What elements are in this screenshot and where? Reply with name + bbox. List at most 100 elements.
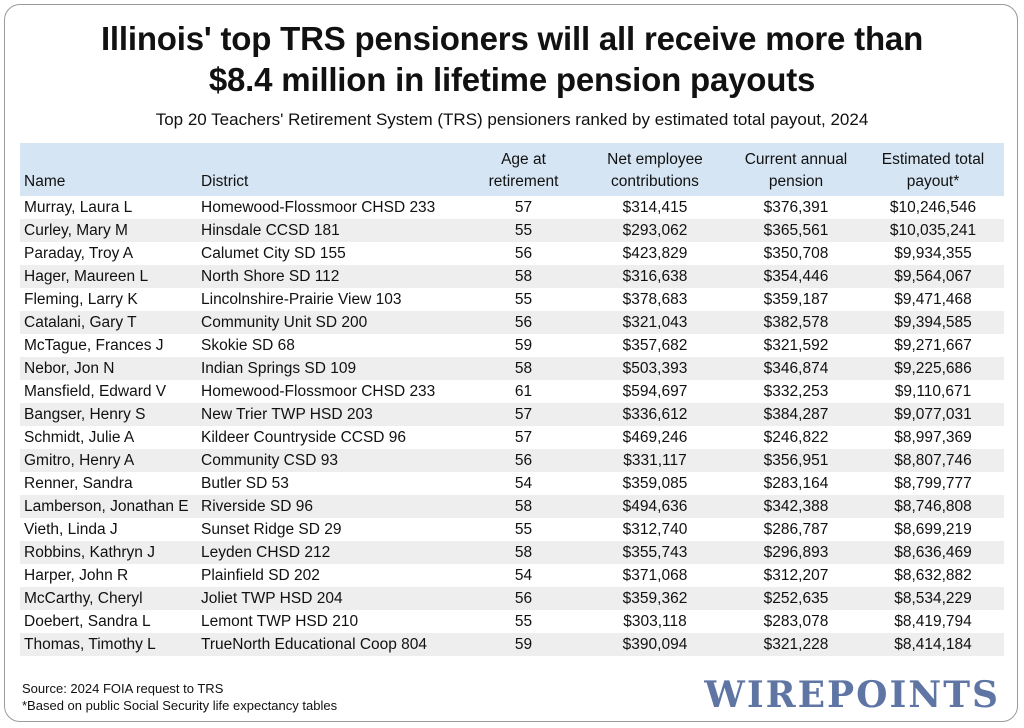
cell-contributions: $359,362 (580, 587, 730, 610)
cell-payout: $9,471,468 (862, 288, 1004, 311)
cell-name: Vieth, Linda J (20, 518, 197, 541)
cell-pension: $356,951 (730, 449, 862, 472)
table-row: Mansfield, Edward V Homewood-Flossmoor CH… (20, 380, 1004, 403)
wirepoints-logo: WIREPOINTS (704, 674, 1000, 716)
cell-age: 55 (467, 288, 580, 311)
cell-age: 58 (467, 357, 580, 380)
cell-district: Lincolnshire-Prairie View 103 (197, 288, 467, 311)
cell-name: Curley, Mary M (20, 219, 197, 242)
cell-age: 57 (467, 196, 580, 219)
cell-contributions: $359,085 (580, 472, 730, 495)
cell-payout: $8,632,882 (862, 564, 1004, 587)
cell-pension: $342,388 (730, 495, 862, 518)
cell-district: New Trier TWP HSD 203 (197, 403, 467, 426)
table-row: Fleming, Larry K Lincolnshire-Prairie Vie… (20, 288, 1004, 311)
cell-payout: $9,934,355 (862, 242, 1004, 265)
title-line-1: Illinois' top TRS pensioners will all re… (100, 20, 924, 57)
cell-name: Nebor, Jon N (20, 357, 197, 380)
cell-age: 58 (467, 265, 580, 288)
title-line-2: $8.4 million in lifetime pension payouts (208, 61, 816, 98)
cell-age: 57 (467, 403, 580, 426)
cell-name: Bangser, Henry S (20, 403, 197, 426)
cell-contributions: $355,743 (580, 541, 730, 564)
cell-contributions: $321,043 (580, 311, 730, 334)
table-row: Doebert, Sandra L Lemont TWP HSD 210 55 $30… (20, 610, 1004, 633)
cell-pension: $312,207 (730, 564, 862, 587)
cell-contributions: $357,682 (580, 334, 730, 357)
cell-name: Renner, Sandra (20, 472, 197, 495)
cell-contributions: $390,094 (580, 633, 730, 656)
header-payout: Estimated total payout* (862, 143, 1004, 196)
cell-district: TrueNorth Educational Coop 804 (197, 633, 467, 656)
table-row: Hager, Maureen L North Shore SD 112 58 $316… (20, 265, 1004, 288)
cell-age: 57 (467, 426, 580, 449)
cell-pension: $365,561 (730, 219, 862, 242)
cell-pension: $283,164 (730, 472, 862, 495)
table-row: McTague, Frances J Skokie SD 68 59 $357,682… (20, 334, 1004, 357)
cell-district: Hinsdale CCSD 181 (197, 219, 467, 242)
cell-age: 58 (467, 541, 580, 564)
cell-payout: $9,394,585 (862, 311, 1004, 334)
cell-district: Calumet City SD 155 (197, 242, 467, 265)
cell-payout: $9,077,031 (862, 403, 1004, 426)
cell-name: Schmidt, Julie A (20, 426, 197, 449)
cell-district: Joliet TWP HSD 204 (197, 587, 467, 610)
cell-pension: $296,893 (730, 541, 862, 564)
header-contributions: Net employee contributions (580, 143, 730, 196)
table-row: Catalani, Gary T Community Unit SD 200 56 $… (20, 311, 1004, 334)
cell-contributions: $503,393 (580, 357, 730, 380)
source-note: Source: 2024 FOIA request to TRS (22, 681, 224, 696)
cell-age: 56 (467, 449, 580, 472)
cell-payout: $8,414,184 (862, 633, 1004, 656)
cell-contributions: $303,118 (580, 610, 730, 633)
cell-district: Plainfield SD 202 (197, 564, 467, 587)
cell-name: Fleming, Larry K (20, 288, 197, 311)
cell-payout: $8,746,808 (862, 495, 1004, 518)
header-name: Name (20, 143, 197, 196)
table-row: Curley, Mary M Hinsdale CCSD 181 55 $293,06… (20, 219, 1004, 242)
cell-district: Homewood-Flossmoor CHSD 233 (197, 196, 467, 219)
cell-age: 59 (467, 633, 580, 656)
cell-age: 54 (467, 564, 580, 587)
cell-district: Homewood-Flossmoor CHSD 233 (197, 380, 467, 403)
cell-pension: $321,228 (730, 633, 862, 656)
table-row: Nebor, Jon N Indian Springs SD 109 58 $503,… (20, 357, 1004, 380)
cell-contributions: $594,697 (580, 380, 730, 403)
header-pension: Current annual pension (730, 143, 862, 196)
table-row: Harper, John R Plainfield SD 202 54 $371,06… (20, 564, 1004, 587)
table-row: Robbins, Kathryn J Leyden CHSD 212 58 $355,… (20, 541, 1004, 564)
cell-name: Mansfield, Edward V (20, 380, 197, 403)
cell-district: North Shore SD 112 (197, 265, 467, 288)
cell-pension: $376,391 (730, 196, 862, 219)
cell-name: McCarthy, Cheryl (20, 587, 197, 610)
cell-pension: $246,822 (730, 426, 862, 449)
cell-payout: $8,636,469 (862, 541, 1004, 564)
chart-title: Illinois' top TRS pensioners will all re… (0, 18, 1024, 100)
cell-pension: $286,787 (730, 518, 862, 541)
cell-payout: $10,035,241 (862, 219, 1004, 242)
cell-name: Doebert, Sandra L (20, 610, 197, 633)
cell-district: Skokie SD 68 (197, 334, 467, 357)
cell-payout: $9,271,667 (862, 334, 1004, 357)
cell-age: 54 (467, 472, 580, 495)
cell-name: Gmitro, Henry A (20, 449, 197, 472)
cell-pension: $346,874 (730, 357, 862, 380)
cell-payout: $8,534,229 (862, 587, 1004, 610)
table-row: Schmidt, Julie A Kildeer Countryside CCSD… (20, 426, 1004, 449)
cell-name: Lamberson, Jonathan E (20, 495, 197, 518)
cell-district: Community CSD 93 (197, 449, 467, 472)
table-row: Renner, Sandra Butler SD 53 54 $359,085 $283… (20, 472, 1004, 495)
table-row: Gmitro, Henry A Community CSD 93 56 $331,11… (20, 449, 1004, 472)
cell-contributions: $423,829 (580, 242, 730, 265)
table-row: Thomas, Timothy L TrueNorth Educational C… (20, 633, 1004, 656)
cell-pension: $283,078 (730, 610, 862, 633)
table-row: Bangser, Henry S New Trier TWP HSD 203 57 $… (20, 403, 1004, 426)
cell-contributions: $469,246 (580, 426, 730, 449)
table-row: Lamberson, Jonathan E Riverside SD 96 58 $4… (20, 495, 1004, 518)
cell-payout: $8,807,746 (862, 449, 1004, 472)
cell-name: Paraday, Troy A (20, 242, 197, 265)
cell-district: Kildeer Countryside CCSD 96 (197, 426, 467, 449)
cell-pension: $321,592 (730, 334, 862, 357)
cell-age: 61 (467, 380, 580, 403)
cell-age: 55 (467, 610, 580, 633)
